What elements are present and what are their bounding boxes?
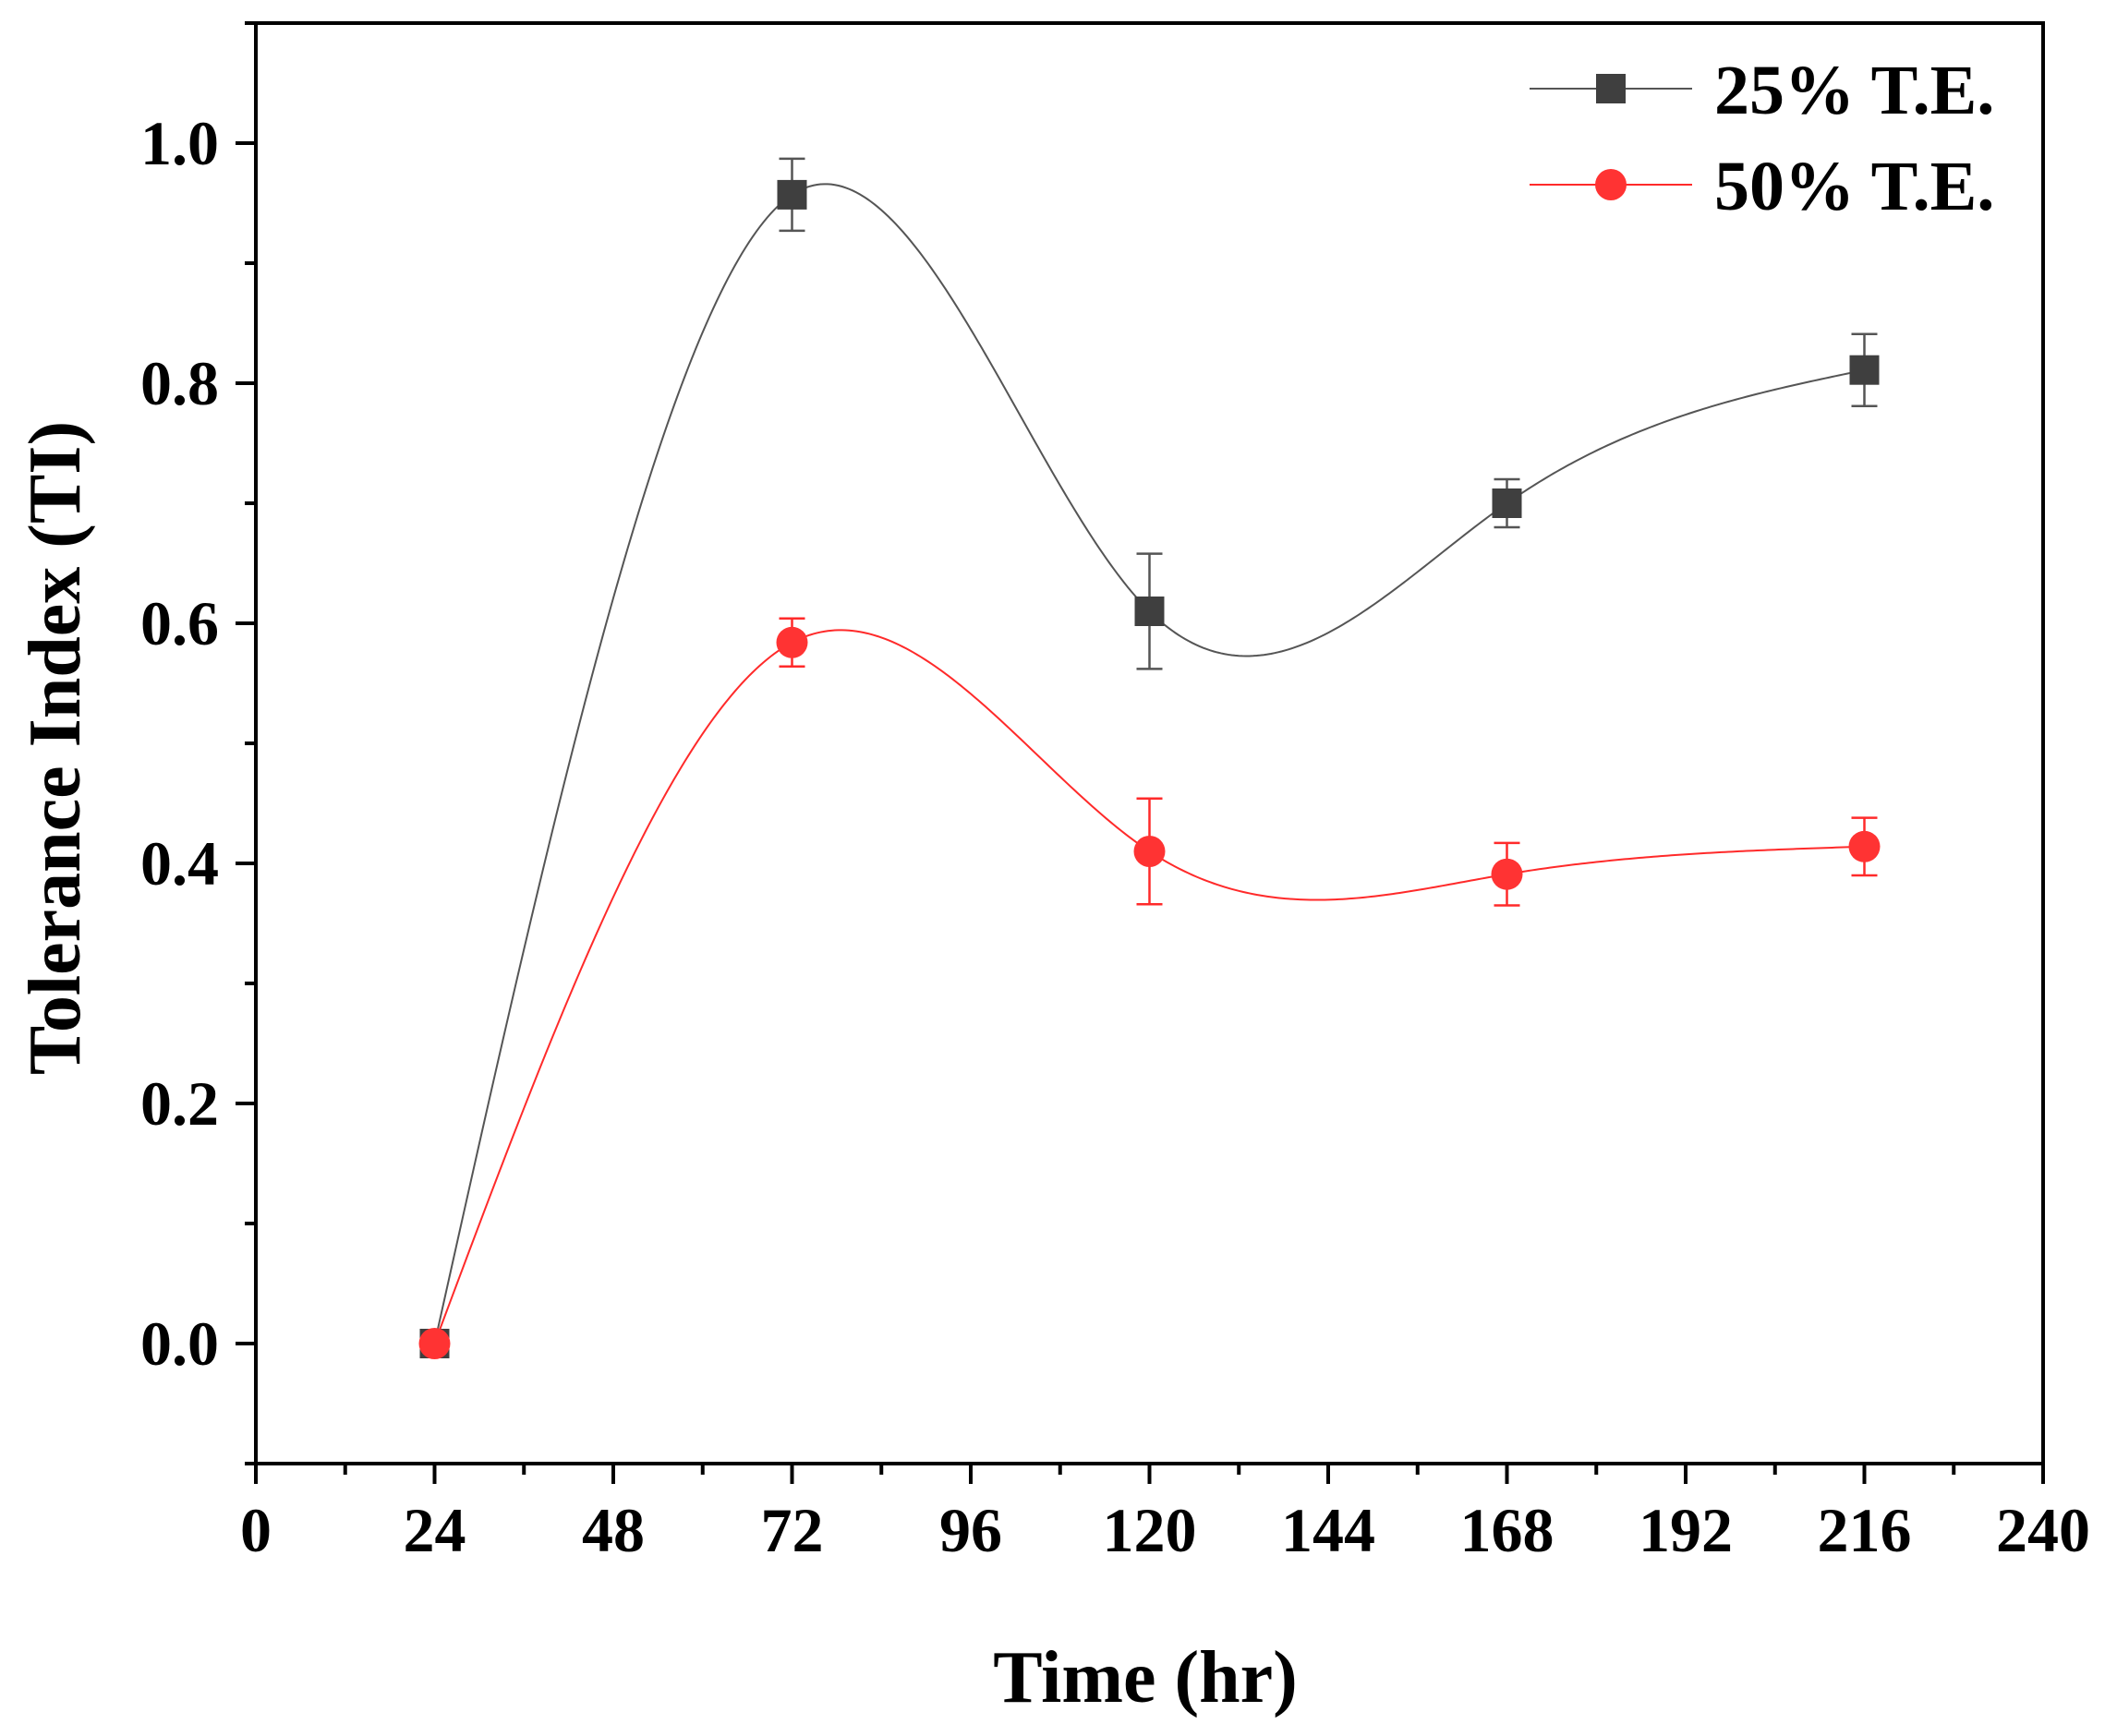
x-tick-label: 96 [939,1495,1002,1565]
legend: 25% T.E. 50% T.E. [1530,52,1994,225]
plot-frame [254,21,2045,1465]
x-axis-title: Time (hr) [993,1637,1298,1718]
data-markers [418,179,1881,1359]
plot-border [254,21,2045,1465]
x-tick-label: 24 [404,1495,466,1565]
data-point-circle [418,1328,451,1359]
data-point-circle [1133,836,1166,867]
x-tick-label: 72 [761,1495,824,1565]
axis-ticks [236,21,2045,1484]
x-tick-label: 0 [240,1495,272,1565]
data-point-square [777,179,807,210]
x-tick-label: 48 [582,1495,645,1565]
legend-marker-square [1596,74,1626,103]
series-curve-0 [433,183,1865,1344]
series-curves [433,183,1865,1344]
y-tick-label: 0.6 [140,588,219,658]
x-tick-label: 216 [1818,1495,1912,1565]
y-tick-label: 0.4 [140,828,219,898]
error-bars [779,157,1878,907]
x-tick-label: 240 [1996,1495,2090,1565]
data-point-circle [776,626,808,658]
data-point-square [1134,597,1165,626]
x-tick-label: 192 [1639,1495,1733,1565]
data-point-circle [1848,830,1881,862]
x-tick-label: 168 [1460,1495,1554,1565]
y-tick-label: 0.8 [140,348,219,418]
data-point-square [1849,355,1880,385]
legend-label-0: 25% T.E. [1714,52,1994,129]
y-tick-label: 0.2 [140,1068,219,1139]
y-tick-label: 0.0 [140,1308,219,1379]
y-tick-label: 1.0 [140,108,219,178]
tick-labels: 0 24 48 72 96 120 144 168 192 216 240 0.0 0.2 0.4 0.6 0… [140,108,2090,1565]
x-tick-label: 144 [1281,1495,1375,1565]
x-tick-label: 120 [1103,1495,1197,1565]
series-curve-1 [433,629,1865,1344]
y-axis-title: Tolerance Index (TI) [15,421,96,1075]
legend-marker-circle [1595,169,1627,200]
data-point-square [1492,488,1522,518]
legend-label-1: 50% T.E. [1714,148,1994,225]
data-point-circle [1491,858,1523,890]
